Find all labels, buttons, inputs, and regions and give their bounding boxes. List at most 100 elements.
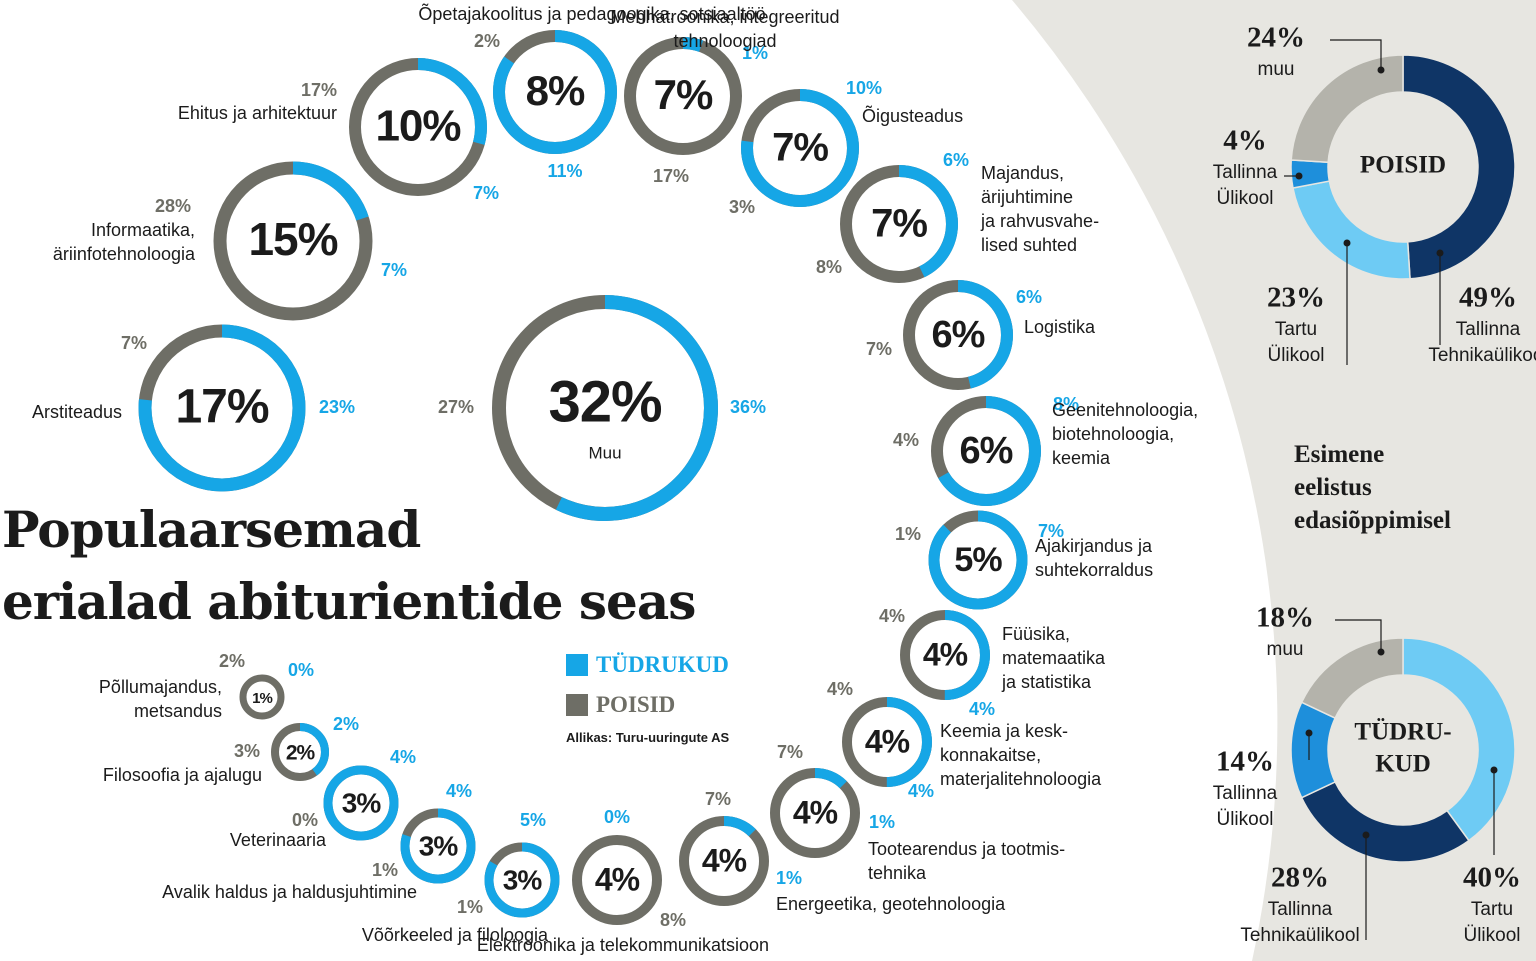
total-value: 4% — [865, 723, 910, 759]
pie-label: Tallinna — [1456, 319, 1521, 340]
leader-dot — [1343, 239, 1351, 247]
total-value: 7% — [871, 202, 927, 246]
ring-girls — [271, 723, 329, 781]
ring-girls — [492, 295, 718, 521]
field-label: Filosoofia ja ajalugu — [103, 765, 262, 785]
total-value: 8% — [526, 67, 585, 114]
pie-label: muu — [1267, 639, 1304, 660]
field-label: Energeetika, geotehnoloogia — [776, 894, 1006, 914]
boys-value: 27% — [438, 397, 474, 417]
girls-value: 0% — [288, 660, 314, 680]
pie-label: Tartu — [1471, 899, 1513, 920]
leader-dot — [1436, 249, 1444, 257]
girls-value: 6% — [1016, 287, 1042, 307]
legend-item-girls: TÜDRUKUD — [566, 652, 729, 678]
donut-1: 32% 36% 27% Muu — [438, 295, 766, 521]
boys-value: 4% — [827, 679, 853, 699]
total-value: 3% — [419, 830, 459, 861]
total-value: 15% — [248, 213, 337, 265]
leader-dot — [1295, 172, 1303, 180]
pie-value: 40% — [1463, 862, 1521, 894]
total-value: 32% — [548, 369, 662, 434]
donut-5: 8% 11% 2% Õpetajakoolitus ja pedagoogika, s… — [418, 3, 765, 181]
boys-value: 17% — [653, 166, 689, 186]
boys-value: 7% — [777, 742, 803, 762]
girls-value: 4% — [446, 781, 472, 801]
boys-value: 3% — [234, 741, 260, 761]
girls-value: 1% — [869, 812, 895, 832]
field-label: Ajakirjandus ja — [1035, 536, 1153, 556]
donut-6: 7% 1% 17% Mehhatroonika, integreeritud tehno… — [610, 7, 839, 186]
chart-title-line-2: erialad abiturientide seas — [2, 572, 696, 631]
field-label: matemaatika — [1002, 648, 1106, 668]
pie-value: 4% — [1223, 125, 1267, 157]
boys-value: 3% — [729, 197, 755, 217]
field-label: äriinfotehnoloogia — [53, 244, 196, 264]
pie-value: 49% — [1459, 282, 1517, 314]
field-label: Õpetajakoolitus ja pedagoogika, sotsiaal… — [418, 3, 765, 24]
pie-label: Tartu — [1275, 319, 1317, 340]
girls-value: 1% — [742, 43, 768, 63]
field-label: Majandus, — [981, 163, 1064, 183]
girls-value: 6% — [943, 150, 969, 170]
boys-value: 0% — [292, 810, 318, 830]
ring-girls — [679, 816, 769, 906]
pie-slice — [1402, 637, 1516, 842]
pie-center-label: POISID — [1360, 152, 1446, 179]
donut-16: 4% 0% 8% Elektroonika ja telekommunikatsioo… — [477, 807, 769, 955]
ring-girls — [493, 30, 617, 154]
field-label: ja rahvusvahe- — [980, 211, 1099, 231]
pie-label: Ülikool — [1463, 925, 1520, 946]
field-label: ja statistika — [1001, 672, 1092, 692]
donut-21: 1% 0% 2% Põllumajandus, metsandus — [99, 651, 314, 721]
pie-value: 14% — [1216, 746, 1274, 778]
field-label: suhtekorraldus — [1035, 560, 1153, 580]
pie-poisid: POISID 49% Tallinna Tehnikaülikool 23% Tartu Ü… — [1213, 22, 1536, 366]
donut-18: 3% 4% 1%Avalik haldus ja haldusjuhtimine — [162, 781, 476, 902]
field-label: Arstiteadus — [32, 402, 122, 422]
total-value: 7% — [772, 126, 828, 170]
side-heading-line: eelistus — [1294, 474, 1372, 501]
donut-19: 3% 4% 0%Veterinaaria — [230, 747, 416, 850]
donut-7: 7% 10% 3% Õigusteadus — [729, 78, 963, 217]
leader-dot — [1377, 648, 1385, 656]
total-value: 2% — [286, 742, 316, 765]
pie-label: Ülikool — [1267, 345, 1324, 366]
field-label: ärijuhtimine — [981, 187, 1073, 207]
field-label: konnakaitse, — [940, 745, 1041, 765]
legend-swatch-girls — [566, 654, 588, 676]
girls-value: 4% — [390, 747, 416, 767]
ring-girls — [400, 808, 476, 884]
field-label: keemia — [1052, 448, 1111, 468]
ring-girls — [928, 510, 1028, 610]
pie-value: 24% — [1247, 22, 1305, 54]
field-label: metsandus — [134, 701, 222, 721]
pie-slice — [1290, 701, 1337, 799]
pie-label: Tallinna — [1213, 783, 1278, 804]
ring-girls — [770, 768, 860, 858]
pie-label: Tallinna — [1213, 162, 1278, 183]
ring-girls — [840, 165, 958, 283]
leader-dot — [1490, 766, 1498, 774]
field-label: Füüsika, — [1002, 624, 1070, 644]
ring-girls — [900, 610, 990, 700]
legend-label-girls: TÜDRUKUD — [596, 652, 729, 677]
legend-swatch-boys — [566, 694, 588, 716]
girls-value: 0% — [604, 807, 630, 827]
total-value: 6% — [932, 314, 985, 356]
donut-14: 4% 1% 7% Tootearendus ja tootmis-tehnika — [770, 742, 1065, 883]
girls-value: 2% — [333, 714, 359, 734]
donut-4: 10% 7% 17% Ehitus ja arhitektuur — [178, 58, 499, 203]
ring-boys — [239, 674, 285, 720]
chart-title-line-1: Populaarsemad — [2, 500, 421, 559]
ring-girls — [741, 89, 859, 207]
boys-value: 4% — [879, 606, 905, 626]
girls-value: 8% — [1053, 394, 1079, 414]
field-label: Avalik haldus ja haldusjuhtimine — [162, 882, 417, 902]
boys-value: 1% — [372, 860, 398, 880]
donut-2: 17% 23% 7% Arstiteadus — [32, 324, 355, 492]
field-label: lised suhted — [981, 235, 1077, 255]
donut-12: 4% 4% 4% Füüsika, matemaatika ja statistika — [879, 606, 1106, 719]
boys-value: 1% — [457, 897, 483, 917]
